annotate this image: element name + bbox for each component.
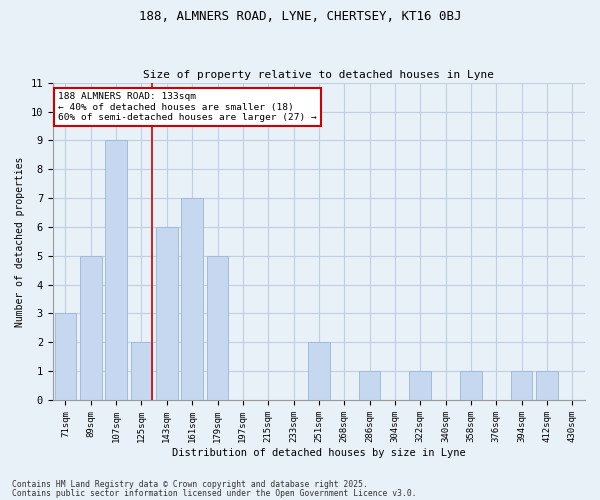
Bar [536, 371, 558, 400]
Title: Size of property relative to detached houses in Lyne: Size of property relative to detached ho… [143, 70, 494, 81]
Text: Contains public sector information licensed under the Open Government Licence v3: Contains public sector information licen… [12, 488, 416, 498]
Bar [106, 140, 127, 400]
Y-axis label: Number of detached properties: Number of detached properties [15, 156, 25, 326]
Text: 188 ALMNERS ROAD: 133sqm
← 40% of detached houses are smaller (18)
60% of semi-d: 188 ALMNERS ROAD: 133sqm ← 40% of detach… [58, 92, 317, 122]
Bar [409, 371, 431, 400]
Bar [181, 198, 203, 400]
Bar [156, 227, 178, 400]
X-axis label: Distribution of detached houses by size in Lyne: Distribution of detached houses by size … [172, 448, 466, 458]
Bar [131, 342, 152, 400]
Text: 188, ALMNERS ROAD, LYNE, CHERTSEY, KT16 0BJ: 188, ALMNERS ROAD, LYNE, CHERTSEY, KT16 … [139, 10, 461, 23]
Bar [308, 342, 329, 400]
Bar [511, 371, 532, 400]
Text: Contains HM Land Registry data © Crown copyright and database right 2025.: Contains HM Land Registry data © Crown c… [12, 480, 368, 489]
Bar [460, 371, 482, 400]
Bar [207, 256, 228, 400]
Bar [359, 371, 380, 400]
Bar [55, 314, 76, 400]
Bar [80, 256, 101, 400]
